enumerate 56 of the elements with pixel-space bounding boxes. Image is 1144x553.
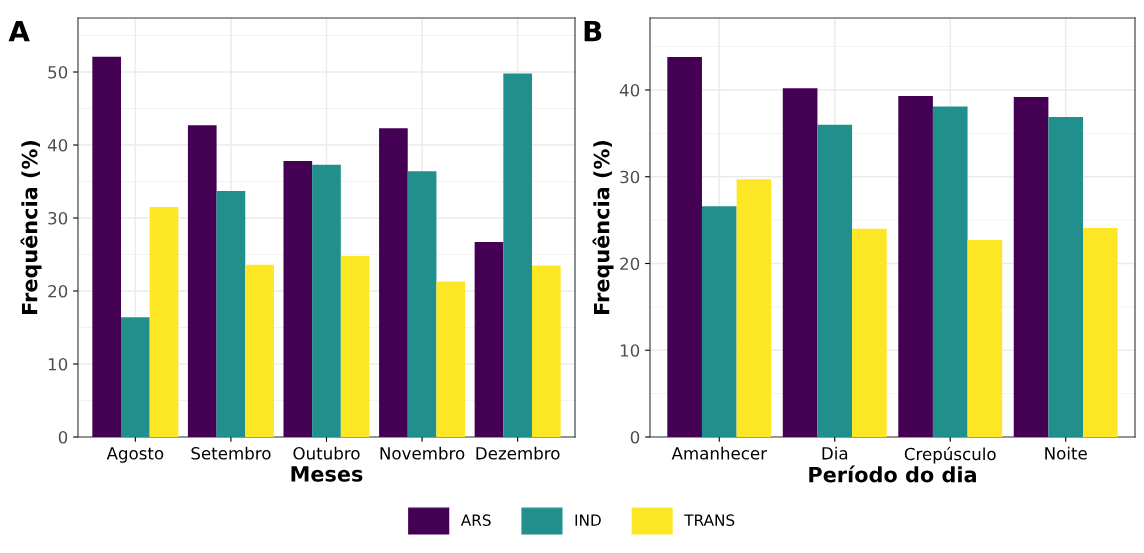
bar — [701, 206, 737, 437]
bar — [340, 255, 370, 437]
bar — [312, 164, 341, 437]
y-tick-label: 10 — [48, 357, 68, 371]
bar — [474, 242, 504, 437]
y-tick-label: 20 — [48, 284, 68, 298]
y-tick-label: 30 — [620, 170, 640, 184]
bar — [667, 57, 702, 437]
y-axis-title: Frequência (%) — [20, 140, 42, 314]
bar — [407, 171, 437, 437]
x-tick-label: Setembro — [191, 446, 271, 460]
bar — [283, 161, 313, 437]
chart-title: B — [584, 20, 602, 42]
x-tick-label: Dezembro — [476, 446, 560, 460]
y-axis-title: Frequência (%) — [592, 140, 614, 314]
bar — [782, 88, 818, 437]
x-tick-label: Crepúsculo — [904, 446, 996, 464]
bar — [898, 96, 933, 437]
bar — [379, 128, 408, 437]
legend-label: ARS — [460, 514, 491, 526]
x-tick-label: Agosto — [106, 447, 164, 463]
bar — [436, 281, 466, 437]
bar — [1048, 116, 1084, 437]
bar — [531, 265, 561, 437]
y-tick-label: 50 — [48, 65, 68, 79]
bar — [736, 179, 772, 437]
bar — [245, 264, 274, 437]
legend-label: IND — [575, 514, 601, 526]
y-tick-label: 20 — [620, 257, 640, 271]
bar — [187, 125, 217, 437]
x-axis-title: Período do dia — [809, 465, 976, 483]
x-tick-label: Outubro — [293, 446, 360, 460]
y-tick-label: 40 — [619, 83, 640, 97]
bar — [503, 73, 532, 437]
bar — [92, 56, 122, 437]
y-tick-label: 10 — [620, 344, 640, 357]
x-tick-label: Dia — [822, 446, 848, 460]
bar — [932, 106, 968, 437]
bar — [967, 240, 1003, 437]
y-tick-label: 30 — [48, 211, 68, 225]
x-tick-label: Noite — [1045, 446, 1087, 460]
bar — [216, 191, 246, 437]
bar — [852, 228, 887, 437]
bar — [149, 207, 179, 437]
x-tick-label: Amanhecer — [671, 446, 768, 460]
bar — [817, 124, 853, 437]
legend-label: TRANS — [684, 514, 735, 526]
y-tick-label: 0 — [58, 430, 68, 444]
x-axis-title: Meses — [291, 466, 363, 482]
x-tick-label: Novembro — [380, 446, 465, 460]
bar — [1083, 227, 1118, 437]
y-tick-label: 40 — [47, 138, 68, 152]
bar — [121, 317, 150, 437]
bar — [1013, 96, 1049, 437]
y-tick-label: 0 — [630, 430, 640, 444]
chart-title: A — [8, 20, 30, 42]
